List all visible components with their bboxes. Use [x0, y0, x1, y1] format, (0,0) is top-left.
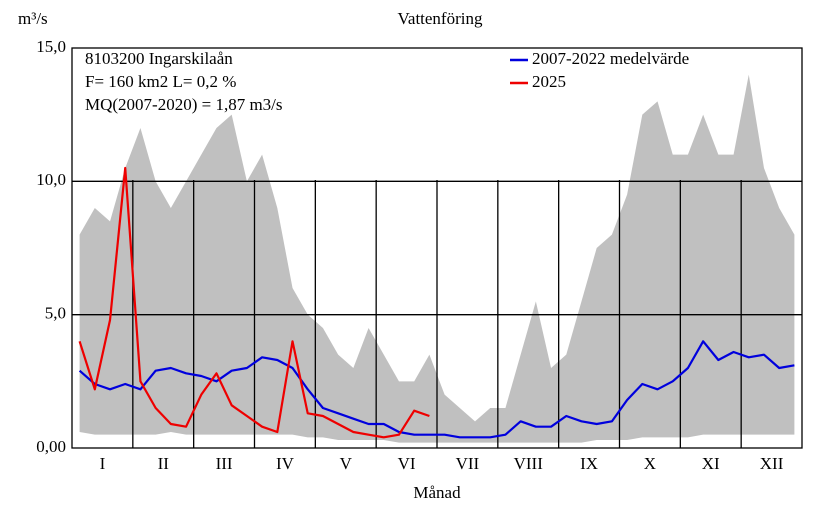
annotation: F= 160 km2 L= 0,2 %	[85, 72, 236, 91]
legend-label: 2007-2022 medelvärde	[532, 49, 689, 68]
y-tick-label: 0,00	[36, 437, 66, 456]
x-tick-label: IV	[276, 454, 295, 473]
y-tick-label: 15,0	[36, 37, 66, 56]
x-tick-label: V	[340, 454, 353, 473]
y-tick-label: 10,0	[36, 170, 66, 189]
x-tick-label: VIII	[514, 454, 544, 473]
series-line	[78, 340, 795, 439]
plot-frame	[71, 47, 803, 449]
x-tick-label: III	[216, 454, 233, 473]
x-axis-label: Månad	[413, 483, 461, 502]
annotation: MQ(2007-2020) = 1,87 m3/s	[85, 95, 283, 114]
x-tick-label: VI	[398, 454, 416, 473]
range-band	[79, 74, 795, 443]
x-tick-label: II	[158, 454, 170, 473]
series-line	[78, 166, 430, 439]
x-tick-label: I	[100, 454, 106, 473]
annotation: 8103200 Ingarskilaån	[85, 49, 233, 68]
y-tick-label: 5,0	[45, 304, 66, 323]
x-tick-label: XII	[760, 454, 784, 473]
x-tick-label: VII	[456, 454, 480, 473]
x-tick-label: IX	[580, 454, 598, 473]
y-axis-label: m³/s	[18, 9, 48, 28]
legend-label: 2025	[532, 72, 566, 91]
chart-title: Vattenföring	[398, 9, 483, 28]
x-tick-label: XI	[702, 454, 720, 473]
x-tick-label: X	[644, 454, 656, 473]
